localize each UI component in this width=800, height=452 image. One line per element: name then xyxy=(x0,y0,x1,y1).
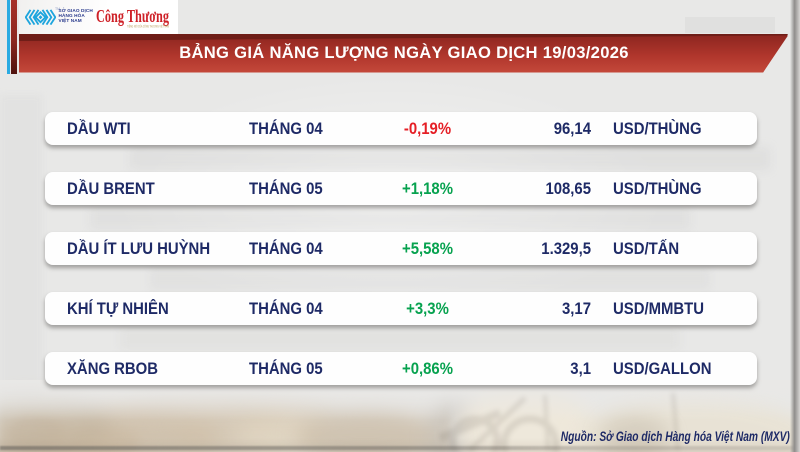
svg-text:Công Thương: Công Thương xyxy=(96,6,169,26)
svg-text:TIẾNG NÓI CỦA CÔNG THƯƠNG VIỆT: TIẾNG NÓI CỦA CÔNG THƯƠNG VIỆT NAM xyxy=(127,24,169,29)
